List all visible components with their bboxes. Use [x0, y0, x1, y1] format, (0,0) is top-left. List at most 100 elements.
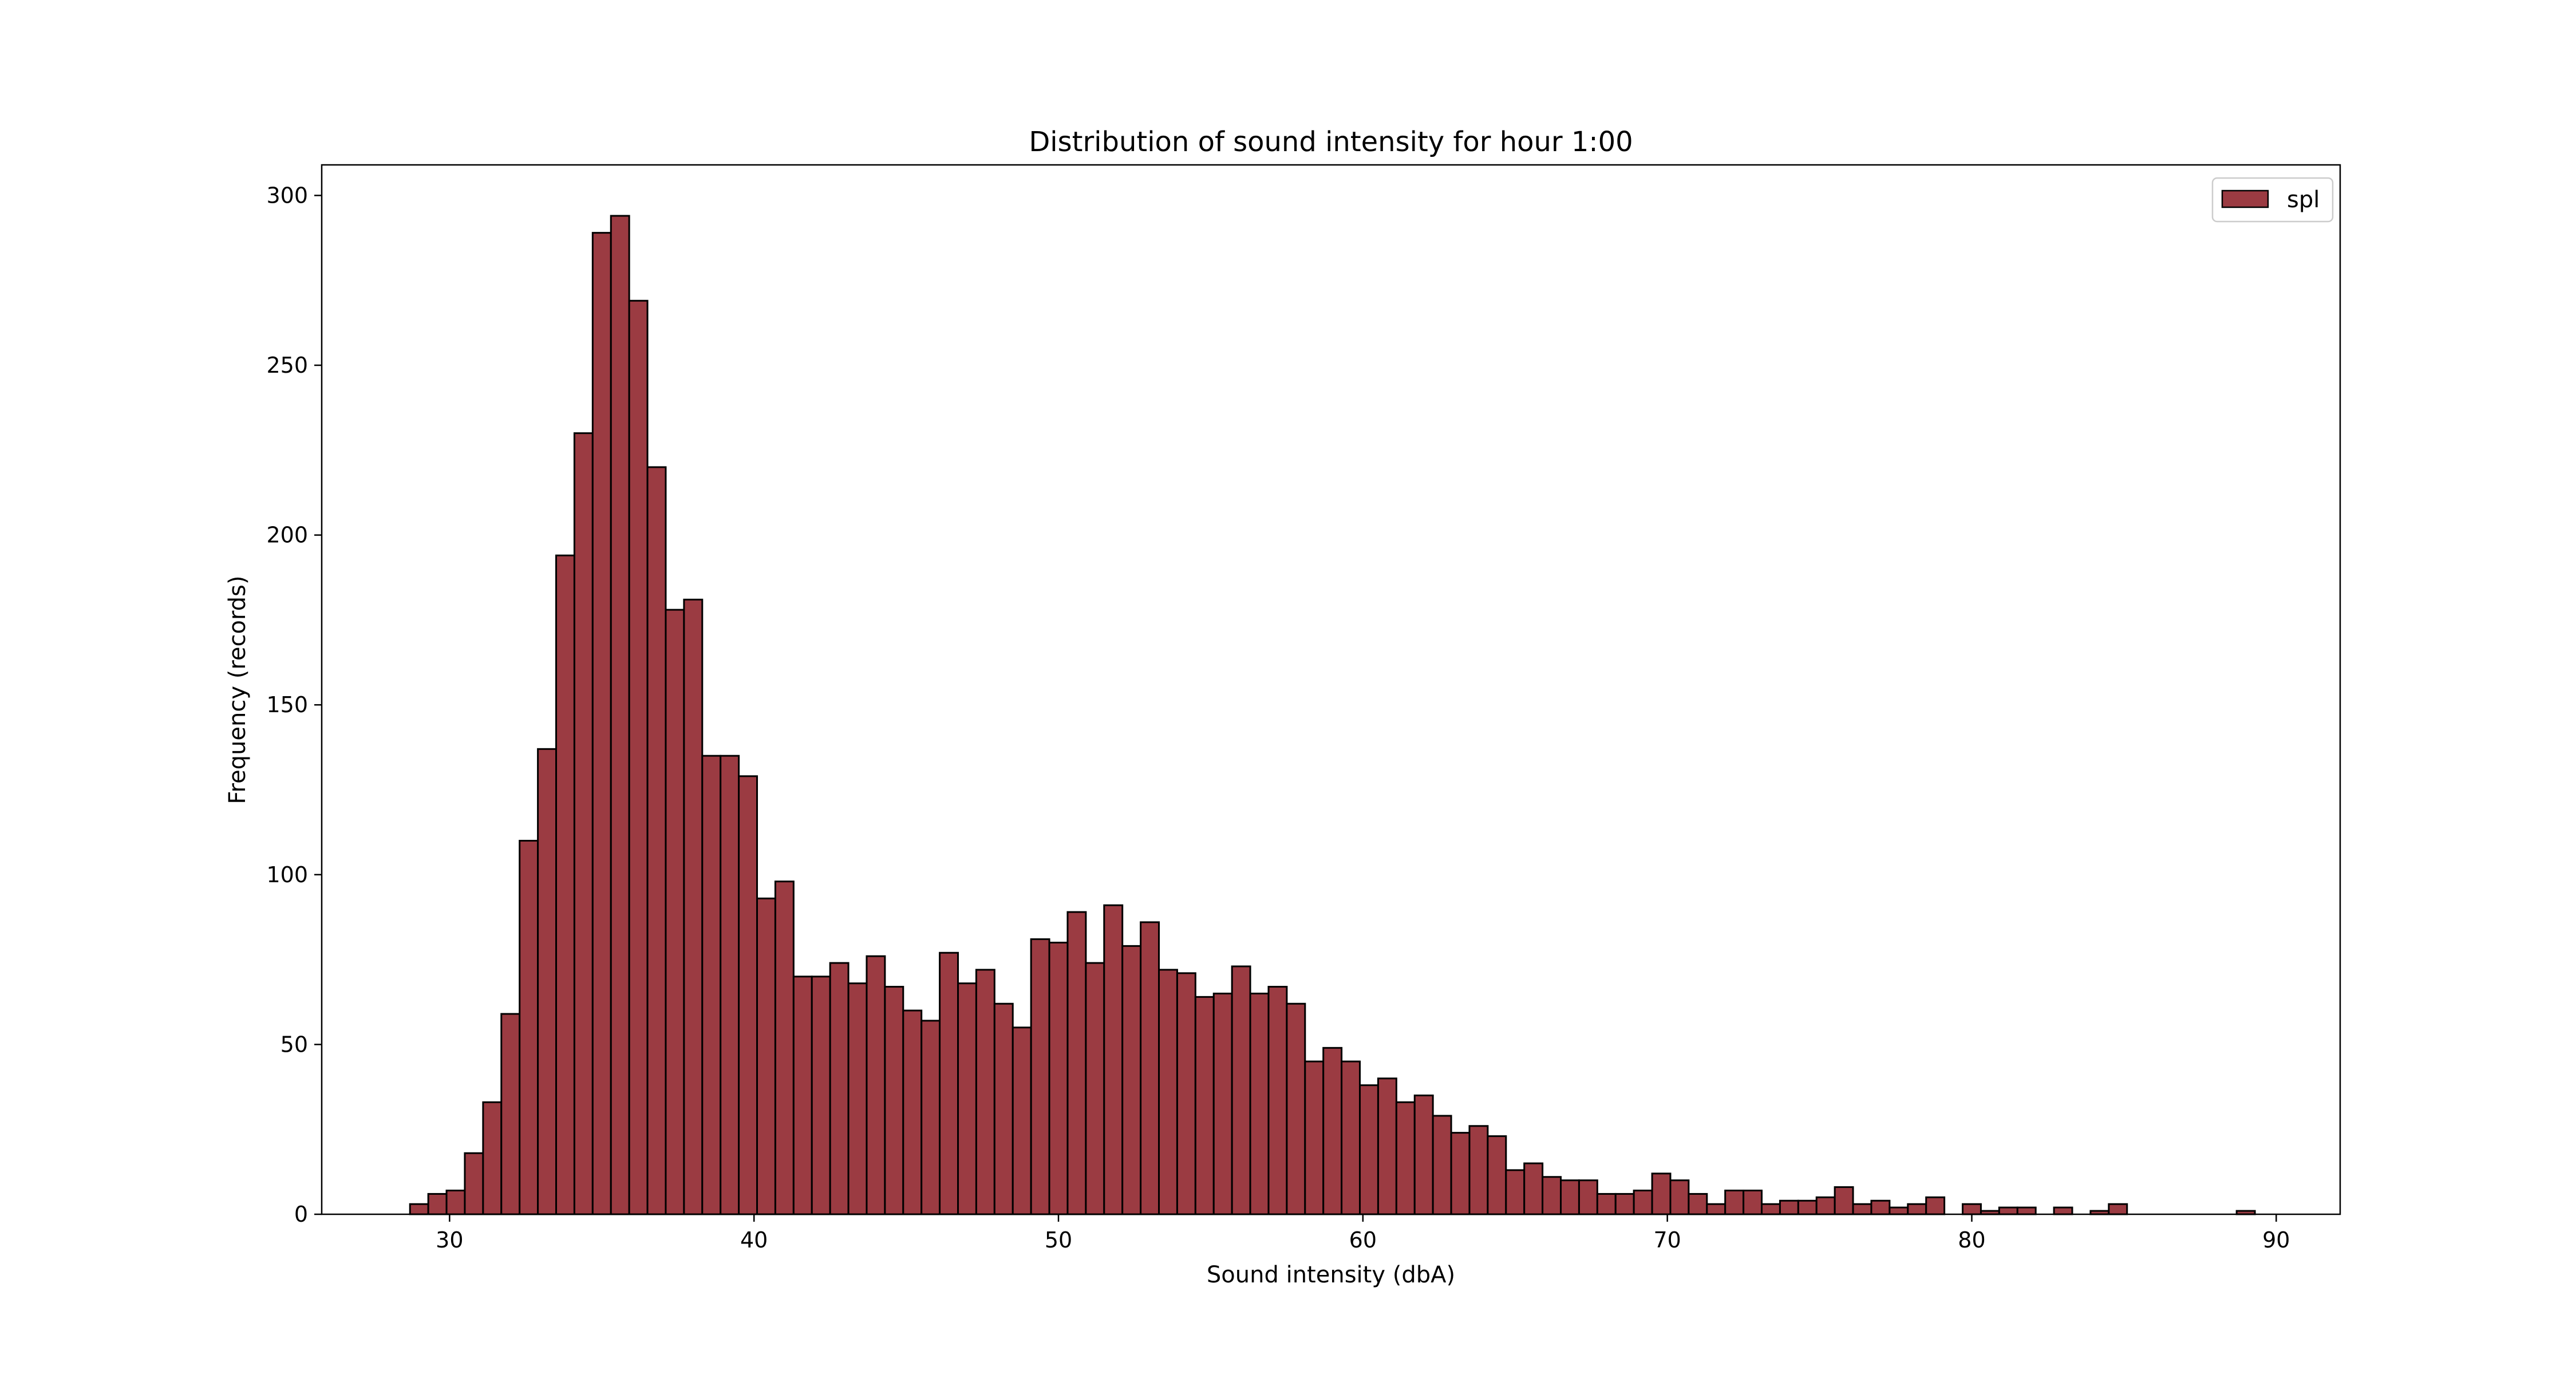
histogram-bar	[1304, 1060, 1325, 1215]
histogram-bar	[1012, 1026, 1032, 1215]
histogram-bar	[1194, 996, 1215, 1215]
histogram-bar	[1249, 992, 1270, 1215]
bars-group	[409, 215, 2256, 1215]
histogram-bar	[1797, 1199, 1818, 1215]
y-tick-label: 100	[266, 862, 308, 887]
x-axis-label: Sound intensity (dbA)	[1207, 1262, 1455, 1288]
histogram-bar	[1779, 1199, 1799, 1215]
histogram-bar	[1468, 1125, 1489, 1215]
histogram-bar	[1286, 1002, 1306, 1215]
histogram-bar	[1231, 965, 1251, 1215]
histogram-bar	[1614, 1193, 1635, 1215]
histogram-bar	[975, 969, 995, 1215]
histogram-bar	[1998, 1206, 2018, 1215]
histogram-bar	[1359, 1084, 1379, 1215]
histogram-bar	[1377, 1077, 1397, 1215]
histogram-bar	[1651, 1172, 1672, 1215]
histogram-bar	[1085, 962, 1105, 1215]
histogram-bar	[1815, 1196, 1836, 1215]
histogram-bar	[610, 215, 630, 1215]
histogram-bar	[646, 466, 667, 1215]
histogram-bar	[555, 554, 575, 1215]
histogram-bar	[1743, 1189, 1763, 1215]
histogram-bar	[1450, 1132, 1471, 1215]
histogram-bar	[1633, 1189, 1653, 1215]
y-tick-label: 50	[280, 1032, 308, 1057]
histogram-bar	[1176, 972, 1196, 1215]
histogram-bar	[591, 232, 612, 1215]
histogram-bar	[1066, 911, 1087, 1215]
histogram-bar	[811, 976, 831, 1215]
histogram-bar	[500, 1013, 521, 1215]
histogram-bar	[1578, 1179, 1598, 1215]
histogram-bar	[464, 1152, 484, 1215]
histogram-bar	[920, 1020, 941, 1215]
histogram-bar	[1925, 1196, 1946, 1215]
histogram-bar	[519, 839, 539, 1215]
x-tick-label: 30	[436, 1227, 463, 1253]
histogram-bar	[1212, 992, 1233, 1215]
histogram-bar	[866, 955, 886, 1215]
x-axis: 30 40 50 60 70 80 90	[436, 1214, 2290, 1253]
histogram-bar	[2016, 1206, 2037, 1215]
histogram-bar	[482, 1101, 503, 1215]
histogram-bar	[1158, 969, 1178, 1215]
y-axis-label: Frequency (records)	[224, 575, 251, 804]
histogram-bar	[1267, 986, 1288, 1215]
x-tick-label: 90	[2262, 1227, 2290, 1253]
histogram-bar	[1852, 1203, 1872, 1215]
histogram-bar	[427, 1193, 448, 1215]
histogram-bar	[957, 982, 977, 1215]
histogram-bar	[683, 598, 704, 1215]
x-tick-label: 50	[1045, 1227, 1072, 1253]
histogram-bar	[756, 897, 776, 1215]
histogram-bar	[537, 748, 558, 1215]
x-tick-label: 40	[740, 1227, 768, 1253]
histogram-bar	[1048, 941, 1069, 1215]
x-tick-label: 70	[1653, 1227, 1681, 1253]
histogram-bar	[1870, 1199, 1891, 1215]
histogram-bar	[1505, 1169, 1526, 1215]
histogram-bar	[1121, 945, 1142, 1215]
histogram-bar	[1140, 921, 1160, 1215]
histogram-bar	[939, 951, 959, 1215]
legend-label-spl: spl	[2287, 187, 2320, 213]
x-tick-label: 60	[1349, 1227, 1377, 1253]
y-tick-label: 300	[266, 183, 308, 208]
histogram-bar	[701, 755, 722, 1215]
histogram-bar	[1834, 1186, 1854, 1215]
legend-swatch-spl	[2221, 189, 2269, 208]
histogram-bar	[1395, 1101, 1416, 1215]
histogram-bar	[1542, 1176, 1562, 1215]
histogram-bar	[1907, 1203, 1927, 1215]
histogram-bar	[628, 299, 649, 1215]
histogram-bar	[1962, 1203, 1982, 1215]
histogram-bar	[2108, 1203, 2128, 1215]
histogram-bar	[1888, 1206, 1909, 1215]
histogram-bar	[665, 609, 685, 1215]
histogram-bar	[2053, 1206, 2073, 1215]
histogram-bar	[1341, 1060, 1361, 1215]
plot-frame	[321, 164, 2341, 1215]
histogram-bar	[774, 881, 795, 1215]
histogram-bar	[1487, 1135, 1507, 1215]
histogram-bar	[847, 982, 868, 1215]
histogram-bar	[884, 986, 904, 1215]
histogram-bar	[792, 976, 813, 1215]
histogram-bar	[1688, 1193, 1708, 1215]
histogram-bar	[738, 775, 758, 1215]
y-tick-label: 250	[266, 353, 308, 378]
y-axis: 0 50 100 150 200 250 300	[266, 183, 322, 1227]
histogram-bar	[1560, 1179, 1580, 1215]
histogram-bar	[902, 1009, 923, 1215]
histogram-bar	[1413, 1094, 1434, 1215]
y-tick-label: 150	[266, 692, 308, 717]
histogram-bar	[1322, 1047, 1343, 1215]
histogram-bar	[829, 962, 850, 1215]
legend-frame	[2211, 177, 2334, 223]
histogram-bar	[1761, 1203, 1781, 1215]
histogram-bar	[1706, 1203, 1726, 1215]
histogram-bar	[573, 432, 594, 1215]
histogram-bar	[1596, 1193, 1617, 1215]
